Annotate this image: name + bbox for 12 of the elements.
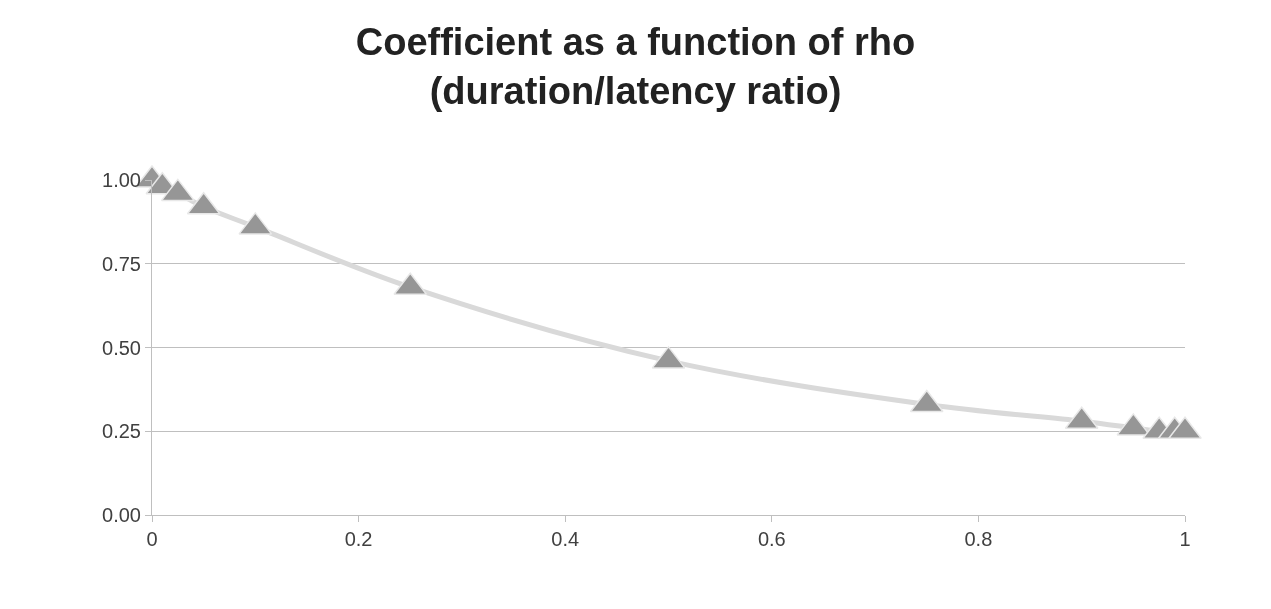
y-tick-label: 0.50: [102, 336, 141, 359]
x-tick-label: 0: [146, 528, 158, 550]
y-tick-label: 0.00: [102, 504, 141, 526]
x-tick-label: 0.8: [964, 528, 993, 550]
x-tick-label: 0.4: [551, 528, 580, 550]
y-tick-label: 0.75: [102, 252, 141, 275]
x-tick-label: 0.6: [757, 528, 786, 550]
x-tick-label: 1: [1179, 528, 1191, 550]
y-tick-label: 1.00: [102, 169, 141, 191]
x-tick-label: 0.2: [344, 528, 373, 550]
y-tick-label: 0.25: [102, 420, 141, 443]
chart-title: Coefficient as a function of rho (duration/latency ratio): [355, 20, 916, 113]
